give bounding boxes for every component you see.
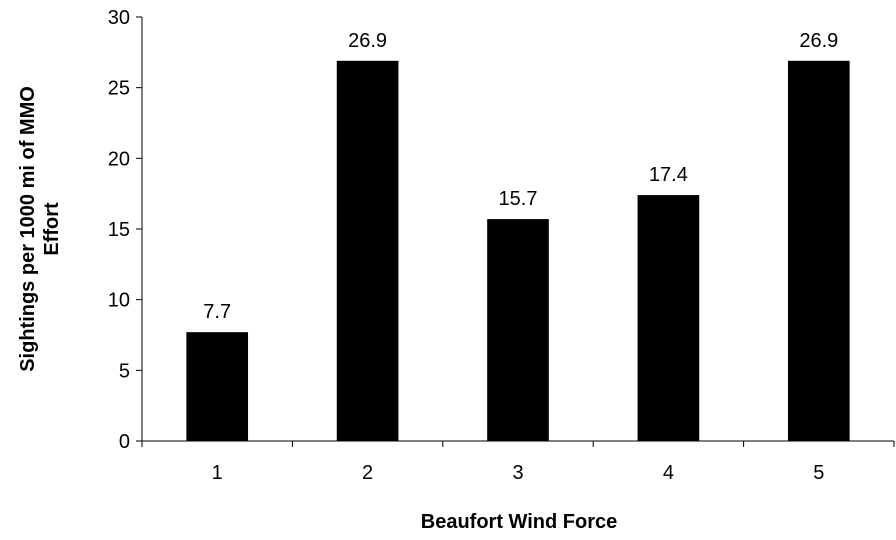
x-tick-label: 3 [512, 462, 523, 484]
bar-2 [336, 60, 399, 442]
data-label-4: 17.4 [649, 164, 688, 186]
bar-5 [787, 60, 850, 442]
y-tick-label: 20 [108, 148, 130, 170]
bar-4 [637, 195, 700, 441]
bar-3 [487, 219, 549, 441]
y-axis-title: Sightings per 1000 mi of MMO Effort [17, 86, 63, 372]
data-label-5: 26.9 [799, 30, 838, 52]
x-tick-label: 5 [813, 462, 824, 484]
y-axis-title-line-2: Effort [41, 202, 63, 256]
y-tick-label: 25 [108, 78, 130, 100]
data-labels-group: 7.7 26.9 15.7 17.4 26.9 [203, 30, 838, 323]
y-ticks-group: 0 5 10 15 20 25 30 [108, 7, 142, 453]
y-tick-label: 30 [108, 7, 130, 29]
bars-group [186, 60, 850, 442]
data-label-3: 15.7 [499, 188, 538, 210]
y-axis-title-line-1: Sightings per 1000 mi of MMO [17, 86, 39, 372]
x-ticks-group: 1 2 3 4 5 [141, 441, 895, 484]
bar-1 [186, 332, 249, 441]
y-tick-label: 10 [108, 290, 130, 312]
data-label-2: 26.9 [348, 30, 387, 52]
y-tick-label: 5 [119, 360, 130, 382]
x-tick-label: 1 [212, 462, 223, 484]
y-tick-label: 0 [119, 431, 130, 453]
data-label-1: 7.7 [203, 301, 231, 323]
x-tick-label: 4 [663, 462, 674, 484]
x-axis-title: Beaufort Wind Force [421, 511, 618, 533]
x-tick-label: 2 [362, 462, 373, 484]
y-tick-label: 15 [108, 219, 130, 241]
